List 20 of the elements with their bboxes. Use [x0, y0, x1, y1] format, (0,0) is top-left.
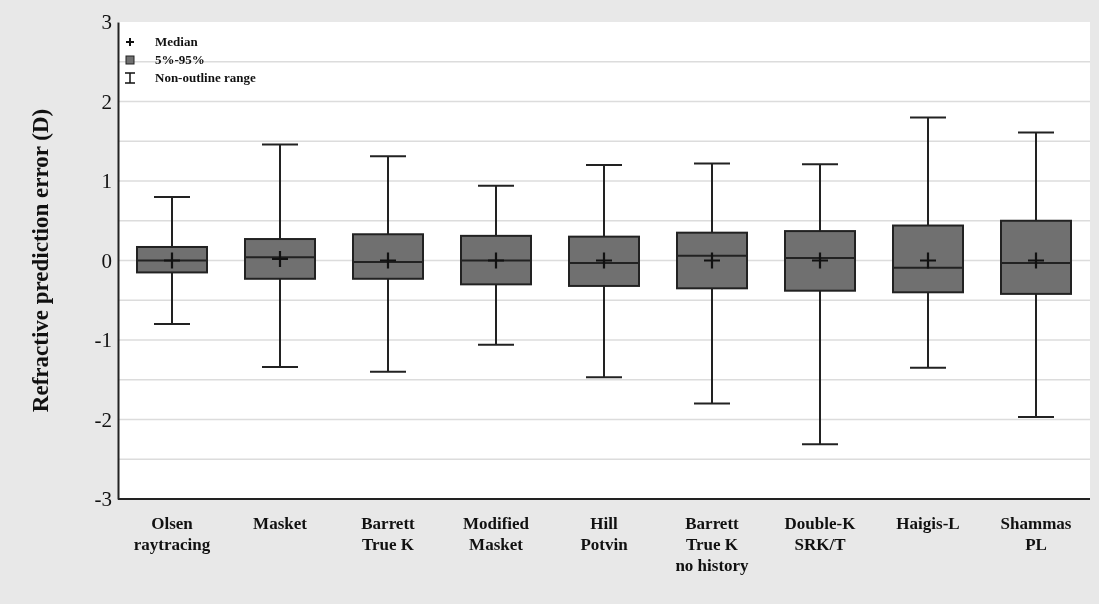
x-tick-label: Shammas PL — [1000, 514, 1072, 554]
y-tick-label: 1 — [101, 169, 112, 194]
x-tick-label: Barrett True K — [361, 514, 416, 554]
x-tick-label: Double-K SRK/T — [784, 514, 857, 554]
y-tick-label: -3 — [94, 487, 112, 512]
y-tick-label: 2 — [101, 89, 112, 114]
annotation: Median — [155, 34, 199, 49]
x-tick-label: Haigis-L — [896, 514, 960, 533]
annotation: Non-outline range — [155, 70, 256, 85]
x-tick-label: Modified Masket — [462, 514, 530, 554]
x-tick-label: Masket — [253, 514, 308, 533]
x-tick-label: Barrett True K no history — [675, 514, 750, 575]
annotation: 5%-95% — [155, 52, 205, 67]
x-tick-label: Hill Potvin — [580, 514, 629, 554]
y-tick-label: 0 — [101, 248, 112, 273]
y-tick-label: 3 — [101, 10, 112, 35]
y-axis-title: Refractive prediction error (D) — [28, 108, 53, 413]
y-tick-label: -2 — [94, 407, 112, 432]
x-tick-label: Olsen raytracing — [133, 514, 211, 554]
y-tick-label: -1 — [94, 328, 112, 353]
